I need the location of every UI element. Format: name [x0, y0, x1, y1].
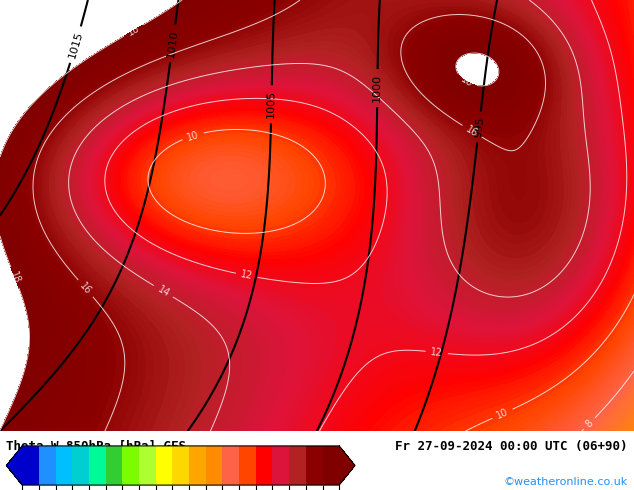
Text: 1010: 1010: [166, 29, 179, 58]
Text: 995: 995: [473, 116, 485, 138]
Text: 12: 12: [430, 347, 443, 358]
Text: 8: 8: [584, 418, 595, 429]
Text: Fr 27-09-2024 00:00 UTC (06+90): Fr 27-09-2024 00:00 UTC (06+90): [395, 440, 628, 453]
Text: 1005: 1005: [266, 90, 276, 118]
Text: ©weatheronline.co.uk: ©weatheronline.co.uk: [503, 477, 628, 487]
Text: 16: 16: [464, 124, 480, 139]
Text: 12: 12: [240, 270, 254, 282]
PathPatch shape: [6, 446, 22, 485]
Text: 18: 18: [126, 23, 141, 38]
Text: 18: 18: [8, 270, 22, 285]
Text: Theta-W 850hPa [hPa] GFS: Theta-W 850hPa [hPa] GFS: [6, 440, 186, 453]
Text: 14: 14: [155, 284, 171, 299]
Text: 18: 18: [458, 74, 474, 89]
PathPatch shape: [339, 446, 355, 485]
Text: 1015: 1015: [67, 30, 84, 60]
Text: 16: 16: [78, 281, 93, 296]
Text: 10: 10: [186, 129, 200, 143]
Text: 1000: 1000: [372, 74, 382, 102]
Text: 10: 10: [495, 407, 510, 421]
